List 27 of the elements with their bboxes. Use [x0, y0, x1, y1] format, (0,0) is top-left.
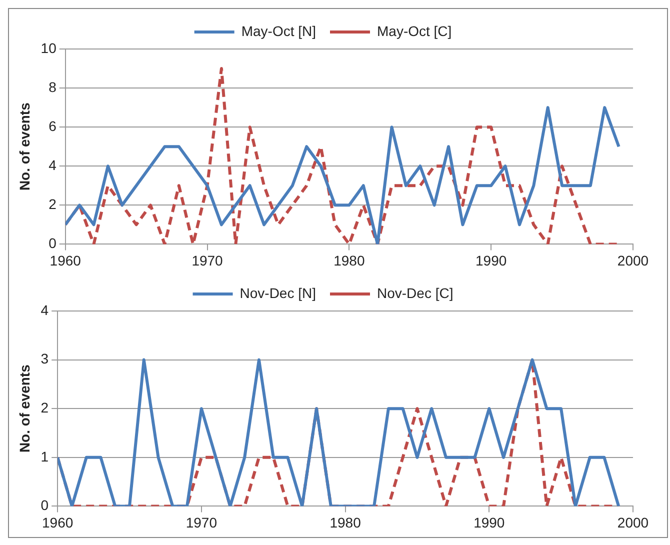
y-tick-label: 8	[48, 78, 57, 95]
y-tick-label: 1	[40, 448, 49, 464]
x-tick-label: 1970	[186, 514, 218, 530]
y-tick-label: 4	[40, 302, 49, 318]
y-tick-label: 10	[40, 40, 57, 56]
y-tick-label: 0	[48, 235, 57, 252]
y-axis-title: No. of events	[16, 102, 32, 191]
x-tick-label: 1980	[334, 252, 365, 268]
legend-label: Nov-Dec [N]	[240, 284, 316, 301]
legend-label: May-Oct [C]	[377, 22, 452, 39]
x-tick-label: 2000	[617, 252, 649, 268]
legend-label: Nov-Dec [C]	[377, 284, 454, 301]
x-tick-label: 1970	[192, 252, 224, 268]
x-tick-label: 2000	[617, 514, 649, 530]
y-tick-label: 2	[48, 196, 57, 212]
x-tick-label: 1960	[42, 514, 74, 530]
x-tick-label: 1990	[476, 252, 507, 268]
y-tick-label: 3	[40, 350, 49, 367]
y-tick-label: 0	[40, 497, 49, 514]
x-tick-label: 1960	[50, 252, 82, 268]
y-axis-title: No. of events	[16, 364, 32, 453]
y-tick-label: 4	[48, 156, 57, 173]
x-tick-label: 1990	[474, 514, 505, 530]
y-tick-label: 6	[48, 118, 57, 134]
y-tick-label: 2	[40, 399, 49, 416]
legend-label: May-Oct [N]	[241, 22, 316, 39]
x-tick-label: 1980	[330, 514, 362, 530]
